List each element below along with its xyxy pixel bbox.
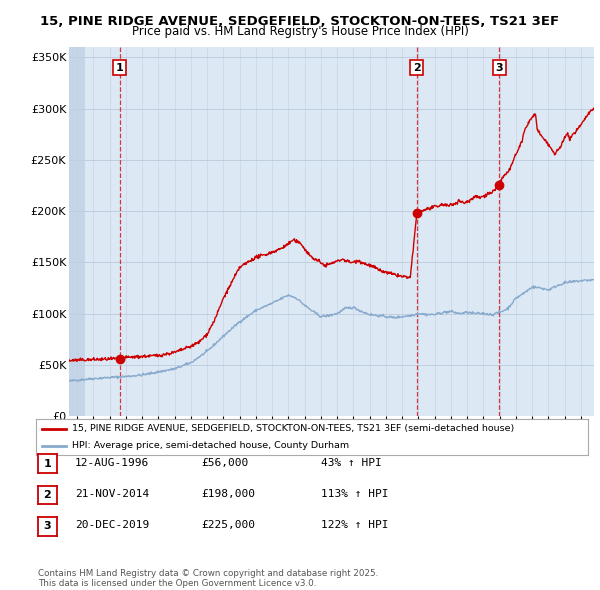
Text: Contains HM Land Registry data © Crown copyright and database right 2025.
This d: Contains HM Land Registry data © Crown c… bbox=[38, 569, 378, 588]
Text: 1: 1 bbox=[44, 459, 51, 468]
Text: 1: 1 bbox=[116, 63, 124, 73]
Text: 3: 3 bbox=[44, 522, 51, 531]
Text: 3: 3 bbox=[496, 63, 503, 73]
Text: 122% ↑ HPI: 122% ↑ HPI bbox=[321, 520, 389, 530]
Text: Price paid vs. HM Land Registry's House Price Index (HPI): Price paid vs. HM Land Registry's House … bbox=[131, 25, 469, 38]
Text: 113% ↑ HPI: 113% ↑ HPI bbox=[321, 489, 389, 499]
Text: £225,000: £225,000 bbox=[201, 520, 255, 530]
Text: £198,000: £198,000 bbox=[201, 489, 255, 499]
Text: 15, PINE RIDGE AVENUE, SEDGEFIELD, STOCKTON-ON-TEES, TS21 3EF: 15, PINE RIDGE AVENUE, SEDGEFIELD, STOCK… bbox=[40, 15, 560, 28]
Bar bbox=[69, 47, 85, 416]
Text: 12-AUG-1996: 12-AUG-1996 bbox=[75, 458, 149, 467]
Text: 20-DEC-2019: 20-DEC-2019 bbox=[75, 520, 149, 530]
Text: 2: 2 bbox=[413, 63, 421, 73]
Text: HPI: Average price, semi-detached house, County Durham: HPI: Average price, semi-detached house,… bbox=[72, 441, 349, 450]
Text: 43% ↑ HPI: 43% ↑ HPI bbox=[321, 458, 382, 467]
Text: £56,000: £56,000 bbox=[201, 458, 248, 467]
Text: 2: 2 bbox=[44, 490, 51, 500]
Text: 15, PINE RIDGE AVENUE, SEDGEFIELD, STOCKTON-ON-TEES, TS21 3EF (semi-detached hou: 15, PINE RIDGE AVENUE, SEDGEFIELD, STOCK… bbox=[72, 424, 514, 433]
Text: 21-NOV-2014: 21-NOV-2014 bbox=[75, 489, 149, 499]
